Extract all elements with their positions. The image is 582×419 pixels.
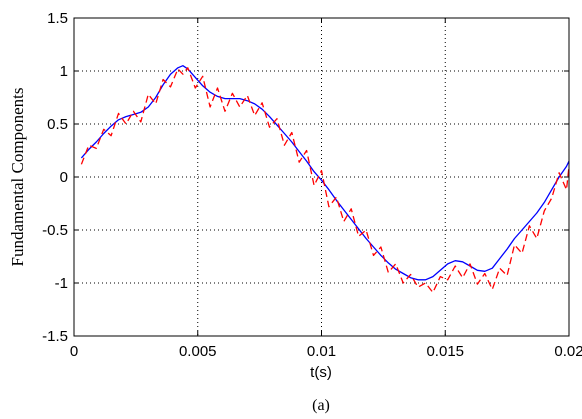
x-tick-label: 0.005 bbox=[179, 343, 217, 360]
x-axis-label: t(s) bbox=[310, 364, 332, 381]
x-tick-label: 0.02 bbox=[554, 343, 582, 360]
y-tick-label: 0.5 bbox=[47, 116, 68, 133]
ticks: 0 0.005 0.01 0.015 0.02 -1.5 -1 -0.5 0 0.5 1 1.5 bbox=[42, 10, 582, 360]
series-line-2 bbox=[80, 67, 570, 294]
series-layer bbox=[80, 65, 570, 294]
grid bbox=[74, 18, 569, 336]
x-tick-label: 0 bbox=[70, 343, 78, 360]
y-tick-label: 1.5 bbox=[47, 10, 68, 27]
x-tick-label: 0.01 bbox=[307, 343, 336, 360]
y-tick-label: -1.5 bbox=[42, 328, 68, 345]
y-axis-label: Fundamental Components bbox=[8, 88, 27, 267]
x-tick-label: 0.015 bbox=[426, 343, 464, 360]
figure-caption: (a) bbox=[312, 397, 330, 414]
y-tick-label: 1 bbox=[60, 63, 68, 80]
y-tick-label: -1 bbox=[55, 275, 68, 292]
y-tick-label: -0.5 bbox=[42, 222, 68, 239]
y-tick-label: 0 bbox=[60, 169, 68, 186]
series-line-1 bbox=[80, 65, 570, 281]
